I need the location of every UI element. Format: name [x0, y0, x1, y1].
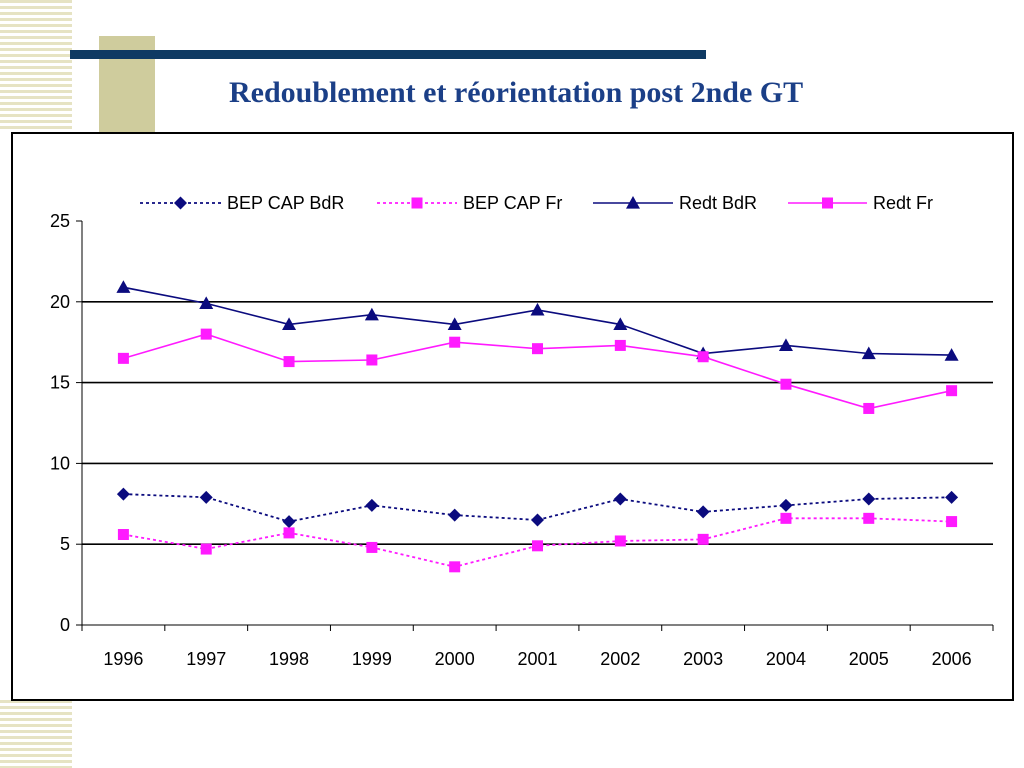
y-tick-label: 0: [60, 615, 70, 635]
square-marker: [863, 402, 875, 414]
diamond-marker: [174, 196, 187, 210]
legend-label: BEP CAP BdR: [227, 193, 344, 213]
legend-background: [131, 186, 957, 222]
diamond-marker: [862, 492, 876, 506]
square-marker: [366, 354, 378, 366]
x-tick-label: 1997: [186, 649, 226, 669]
triangle-marker: [116, 280, 131, 293]
series-bep-cap-fr: [117, 512, 958, 573]
series-line: [123, 493, 952, 523]
line-chart: 0 5 10 15 20 25 1996 1997 1998 1999 2000 2001 2002 20…: [50, 186, 994, 669]
y-tick-label: 15: [50, 373, 70, 393]
series-redt-bdr: [116, 280, 959, 361]
square-marker: [614, 535, 626, 547]
square-marker: [946, 516, 958, 528]
diamond-marker: [945, 490, 959, 504]
triangle-marker: [364, 307, 379, 321]
series-layer: [116, 280, 959, 573]
diamond-marker: [282, 515, 296, 529]
series-line: [123, 517, 952, 568]
axes: 0 5 10 15 20 25 1996 1997 1998 1999 2000 2001 2002 20…: [50, 211, 994, 669]
legend-entry: Redt Fr: [788, 193, 933, 213]
x-tick-label: 2000: [435, 649, 475, 669]
diamond-marker: [365, 498, 379, 512]
x-tick-label: 2003: [683, 649, 723, 669]
square-marker: [283, 356, 295, 368]
square-marker: [697, 351, 709, 363]
square-marker: [449, 561, 461, 573]
square-marker: [366, 541, 378, 553]
decorative-stripes-bottom: [0, 700, 72, 768]
diamond-marker: [696, 505, 710, 519]
diamond-marker: [779, 498, 793, 512]
square-marker: [117, 529, 129, 541]
x-tick-label: 2005: [849, 649, 889, 669]
square-marker: [200, 328, 212, 340]
legend-entry: BEP CAP BdR: [140, 193, 344, 213]
diamond-marker: [116, 487, 130, 501]
triangle-marker: [282, 317, 297, 331]
legend-label: Redt BdR: [679, 193, 757, 213]
x-tick-label: 2002: [600, 649, 640, 669]
legend-label: BEP CAP Fr: [463, 193, 562, 213]
square-marker: [283, 527, 295, 539]
decorative-navy-bar: [70, 50, 706, 59]
square-marker: [532, 540, 543, 552]
triangle-marker: [613, 317, 628, 331]
y-tick-label: 20: [50, 292, 70, 312]
square-marker: [411, 197, 423, 209]
y-tick-label: 25: [50, 211, 70, 231]
square-marker: [946, 385, 958, 397]
series-redt-fr: [117, 328, 958, 414]
square-marker: [200, 543, 212, 555]
y-tick-label: 10: [50, 453, 70, 473]
series-bep-cap-bdr: [116, 487, 959, 529]
decorative-stripes-top: [0, 0, 72, 132]
square-marker: [532, 343, 543, 355]
square-marker: [117, 352, 129, 364]
square-marker: [863, 512, 875, 524]
x-tick-label: 1998: [269, 649, 309, 669]
diamond-marker: [531, 513, 544, 527]
triangle-marker: [861, 346, 876, 360]
square-marker: [822, 197, 833, 209]
slide-title: Redoublement et réorientation post 2nde …: [229, 76, 804, 109]
x-tick-label: 2004: [766, 649, 806, 669]
x-tick-label: 2006: [932, 649, 972, 669]
gridlines: [82, 301, 993, 546]
legend-label: Redt Fr: [873, 193, 933, 213]
triangle-marker: [778, 338, 793, 352]
diamond-marker: [613, 492, 627, 506]
diamond-marker: [448, 508, 462, 522]
square-marker: [780, 512, 792, 524]
square-marker: [449, 336, 461, 348]
triangle-marker: [447, 317, 462, 331]
square-marker: [780, 378, 792, 390]
square-marker: [614, 339, 626, 351]
legend: BEP CAP BdR BEP CAP Fr Redt BdR Redt Fr: [131, 186, 957, 222]
chart-frame: 0 5 10 15 20 25 1996 1997 1998 1999 2000 2001 2002 20…: [11, 132, 1014, 701]
triangle-marker: [944, 348, 959, 361]
triangle-marker: [626, 196, 640, 209]
triangle-marker: [199, 296, 214, 310]
triangle-marker: [530, 302, 545, 316]
y-tick-label: 5: [60, 534, 70, 554]
diamond-marker: [199, 490, 213, 504]
legend-entry: BEP CAP Fr: [377, 193, 562, 213]
x-tick-label: 1999: [352, 649, 392, 669]
square-marker: [697, 533, 709, 545]
x-tick-label: 1996: [103, 649, 143, 669]
x-tick-label: 2001: [517, 649, 557, 669]
legend-entry: Redt BdR: [593, 193, 757, 213]
